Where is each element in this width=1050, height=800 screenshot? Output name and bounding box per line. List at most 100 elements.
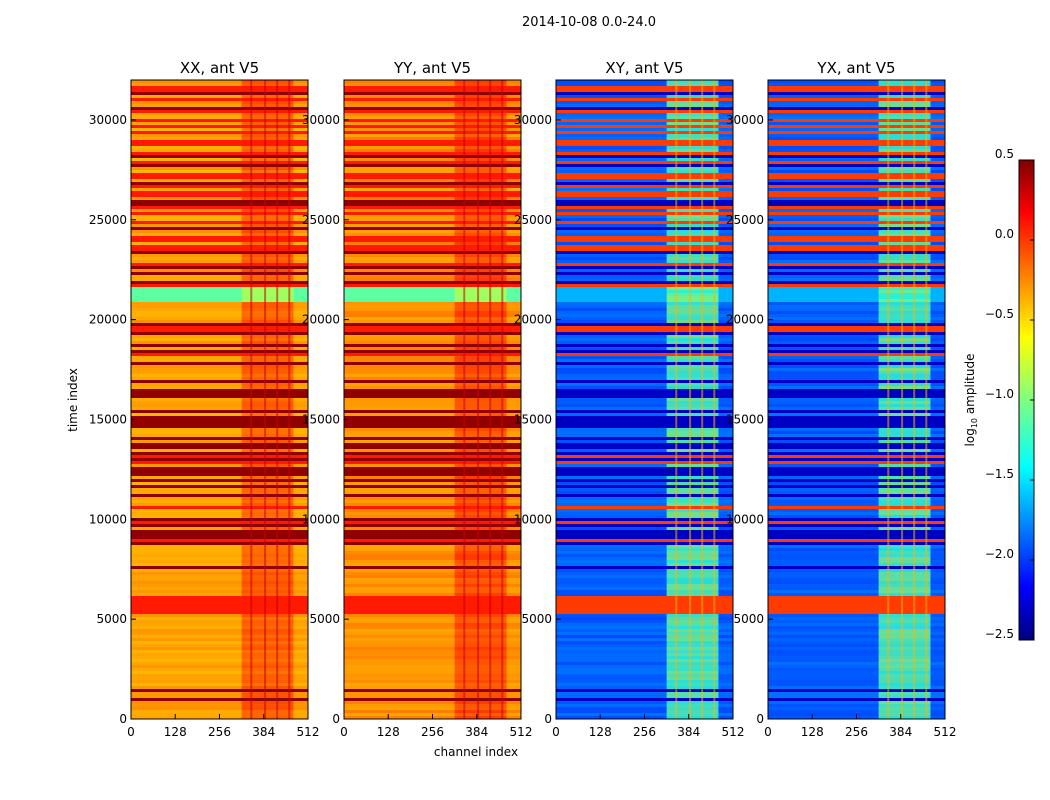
heatmap-image-3 bbox=[556, 80, 733, 719]
heatmap-band bbox=[878, 662, 931, 665]
heatmap-band bbox=[241, 515, 294, 518]
heatmap-stripe bbox=[675, 80, 678, 719]
heatmap-row bbox=[131, 467, 308, 470]
heatmap-row bbox=[768, 134, 945, 137]
heatmap-row bbox=[131, 134, 308, 137]
heatmap-row bbox=[556, 131, 733, 134]
heatmap-row bbox=[556, 323, 733, 326]
heatmap-row bbox=[768, 485, 945, 488]
heatmap-row bbox=[556, 281, 733, 284]
heatmap-row bbox=[344, 701, 521, 704]
heatmap-row bbox=[556, 509, 733, 512]
heatmap-band bbox=[878, 620, 931, 623]
heatmap-band bbox=[454, 116, 507, 119]
heatmap-row bbox=[131, 497, 308, 500]
heatmap-row bbox=[344, 311, 521, 314]
heatmap-row bbox=[556, 584, 733, 587]
heatmap-row bbox=[556, 524, 733, 527]
heatmap-band bbox=[454, 659, 507, 662]
heatmap-row bbox=[768, 635, 945, 638]
heatmap-row bbox=[344, 572, 521, 575]
heatmap-row bbox=[344, 347, 521, 350]
heatmap-row bbox=[768, 692, 945, 695]
y-tick-label: 10000 bbox=[726, 512, 764, 526]
heatmap-row bbox=[344, 326, 521, 329]
heatmap-row bbox=[768, 473, 945, 476]
heatmap-row bbox=[556, 662, 733, 665]
heatmap-band bbox=[666, 368, 719, 371]
heatmap-row bbox=[556, 335, 733, 338]
heatmap-band bbox=[454, 386, 507, 389]
colorbar-tick-label: −0.5 bbox=[985, 307, 1014, 321]
heatmap-row bbox=[556, 137, 733, 140]
heatmap-stripe bbox=[477, 80, 480, 719]
heatmap-band bbox=[454, 401, 507, 404]
heatmap-band bbox=[666, 614, 719, 617]
heatmap-row bbox=[556, 485, 733, 488]
heatmap-row bbox=[344, 677, 521, 680]
heatmap-band bbox=[241, 170, 294, 173]
heatmap-row bbox=[768, 689, 945, 692]
heatmap-row bbox=[131, 302, 308, 305]
heatmap-row bbox=[556, 623, 733, 626]
heatmap-row bbox=[768, 317, 945, 320]
heatmap-row bbox=[344, 569, 521, 572]
heatmap-row bbox=[344, 509, 521, 512]
heatmap-row bbox=[131, 443, 308, 446]
heatmap-row bbox=[344, 305, 521, 308]
heatmap-row bbox=[768, 440, 945, 443]
heatmap-row bbox=[344, 542, 521, 545]
heatmap-band bbox=[241, 167, 294, 170]
heatmap-row bbox=[131, 407, 308, 410]
heatmap-row bbox=[556, 698, 733, 701]
heatmap-row bbox=[344, 287, 521, 290]
heatmap-row bbox=[131, 560, 308, 563]
heatmap-row bbox=[768, 113, 945, 116]
heatmap-row bbox=[131, 401, 308, 404]
heatmap-stripe bbox=[901, 80, 904, 719]
heatmap-row bbox=[344, 494, 521, 497]
heatmap-row bbox=[131, 248, 308, 251]
heatmap-row bbox=[344, 374, 521, 377]
heatmap-band bbox=[454, 134, 507, 137]
heatmap-row bbox=[556, 362, 733, 365]
x-tick-label: 0 bbox=[340, 725, 348, 739]
heatmap-row bbox=[556, 146, 733, 149]
heatmap-band bbox=[241, 83, 294, 86]
heatmap-row bbox=[556, 104, 733, 107]
colorbar-tick-label: −1.5 bbox=[985, 467, 1014, 481]
heatmap-row bbox=[131, 281, 308, 284]
heatmap-row bbox=[344, 392, 521, 395]
heatmap-row bbox=[344, 323, 521, 326]
heatmap-row bbox=[768, 428, 945, 431]
heatmap-row bbox=[556, 203, 733, 206]
heatmap-band bbox=[878, 113, 931, 116]
heatmap-row bbox=[768, 662, 945, 665]
heatmap-row bbox=[344, 611, 521, 614]
heatmap-row bbox=[344, 296, 521, 299]
heatmap-row bbox=[131, 617, 308, 620]
heatmap-row bbox=[556, 533, 733, 536]
heatmap-row bbox=[768, 215, 945, 218]
heatmap-row bbox=[131, 596, 308, 599]
heatmap-row bbox=[131, 362, 308, 365]
heatmap-row bbox=[344, 614, 521, 617]
heatmap-row bbox=[556, 551, 733, 554]
heatmap-row bbox=[344, 122, 521, 125]
colorbar-label-sub: 10 bbox=[970, 418, 979, 428]
heatmap-band bbox=[241, 683, 294, 686]
heatmap-row bbox=[131, 410, 308, 413]
heatmap-row bbox=[131, 218, 308, 221]
heatmap-band bbox=[241, 398, 294, 401]
heatmap-row bbox=[768, 641, 945, 644]
panel-1: XX, ant V5 0 128 256 384 512 0 5000 10000 15000 20… bbox=[89, 59, 320, 739]
heatmap-row bbox=[768, 617, 945, 620]
heatmap-row bbox=[768, 170, 945, 173]
heatmap-row bbox=[556, 560, 733, 563]
heatmap-row bbox=[556, 191, 733, 194]
heatmap-band bbox=[878, 707, 931, 710]
heatmap-row bbox=[344, 470, 521, 473]
heatmap-band bbox=[454, 290, 507, 293]
heatmap-band bbox=[454, 632, 507, 635]
heatmap-band bbox=[454, 560, 507, 563]
